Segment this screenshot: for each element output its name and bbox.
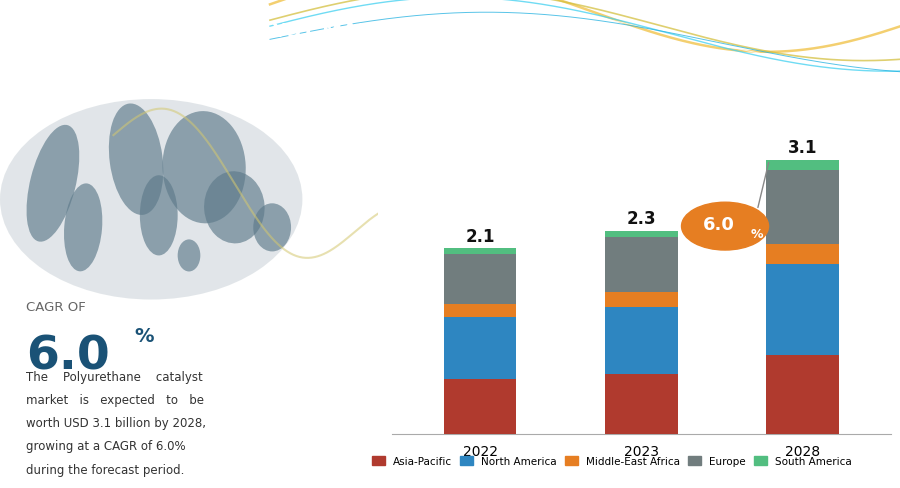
Text: during the forecast period.: during the forecast period. [26, 463, 184, 476]
Ellipse shape [253, 204, 291, 252]
Circle shape [681, 203, 769, 250]
Bar [605, 292, 678, 307]
Ellipse shape [204, 172, 265, 244]
Ellipse shape [0, 100, 302, 300]
Bar [444, 380, 517, 434]
Ellipse shape [163, 112, 246, 224]
Bar [605, 231, 678, 237]
Text: CAGR OF: CAGR OF [26, 300, 86, 313]
Text: 6.0: 6.0 [26, 334, 110, 379]
Text: 2.1: 2.1 [465, 227, 495, 245]
Ellipse shape [64, 184, 103, 272]
Text: The    Polyurethane    catalyst: The Polyurethane catalyst [26, 370, 203, 383]
Text: 2.3: 2.3 [626, 209, 656, 227]
Text: %: % [134, 326, 154, 345]
Text: growing at a CAGR of 6.0%: growing at a CAGR of 6.0% [26, 440, 186, 452]
Bar [766, 161, 839, 171]
Text: 6.0: 6.0 [703, 216, 734, 234]
Ellipse shape [109, 104, 163, 216]
Bar [444, 305, 517, 318]
Text: market   is   expected   to   be: market is expected to be [26, 393, 204, 406]
Text: 3.1: 3.1 [788, 139, 817, 157]
Bar [766, 355, 839, 434]
Legend: Asia-Pacific, North America, Middle-East Africa, Europe, South America: Asia-Pacific, North America, Middle-East… [373, 456, 851, 466]
Ellipse shape [140, 176, 177, 256]
Bar [605, 307, 678, 374]
Bar [444, 249, 517, 254]
Ellipse shape [177, 240, 201, 272]
Text: %: % [751, 227, 763, 240]
Text: worth USD 3.1 billion by 2028,: worth USD 3.1 billion by 2028, [26, 416, 206, 429]
Bar [766, 244, 839, 264]
Text: POLYURETHANE CATALYST MARKET: POLYURETHANE CATALYST MARKET [20, 22, 417, 41]
Ellipse shape [27, 125, 79, 242]
Bar [766, 171, 839, 244]
Bar [605, 237, 678, 292]
Bar [444, 318, 517, 380]
Text: GLOBAL FORECAST TO 2028 (USD BN): GLOBAL FORECAST TO 2028 (USD BN) [20, 61, 261, 75]
Bar [444, 254, 517, 305]
Bar [605, 374, 678, 434]
Bar [766, 264, 839, 355]
